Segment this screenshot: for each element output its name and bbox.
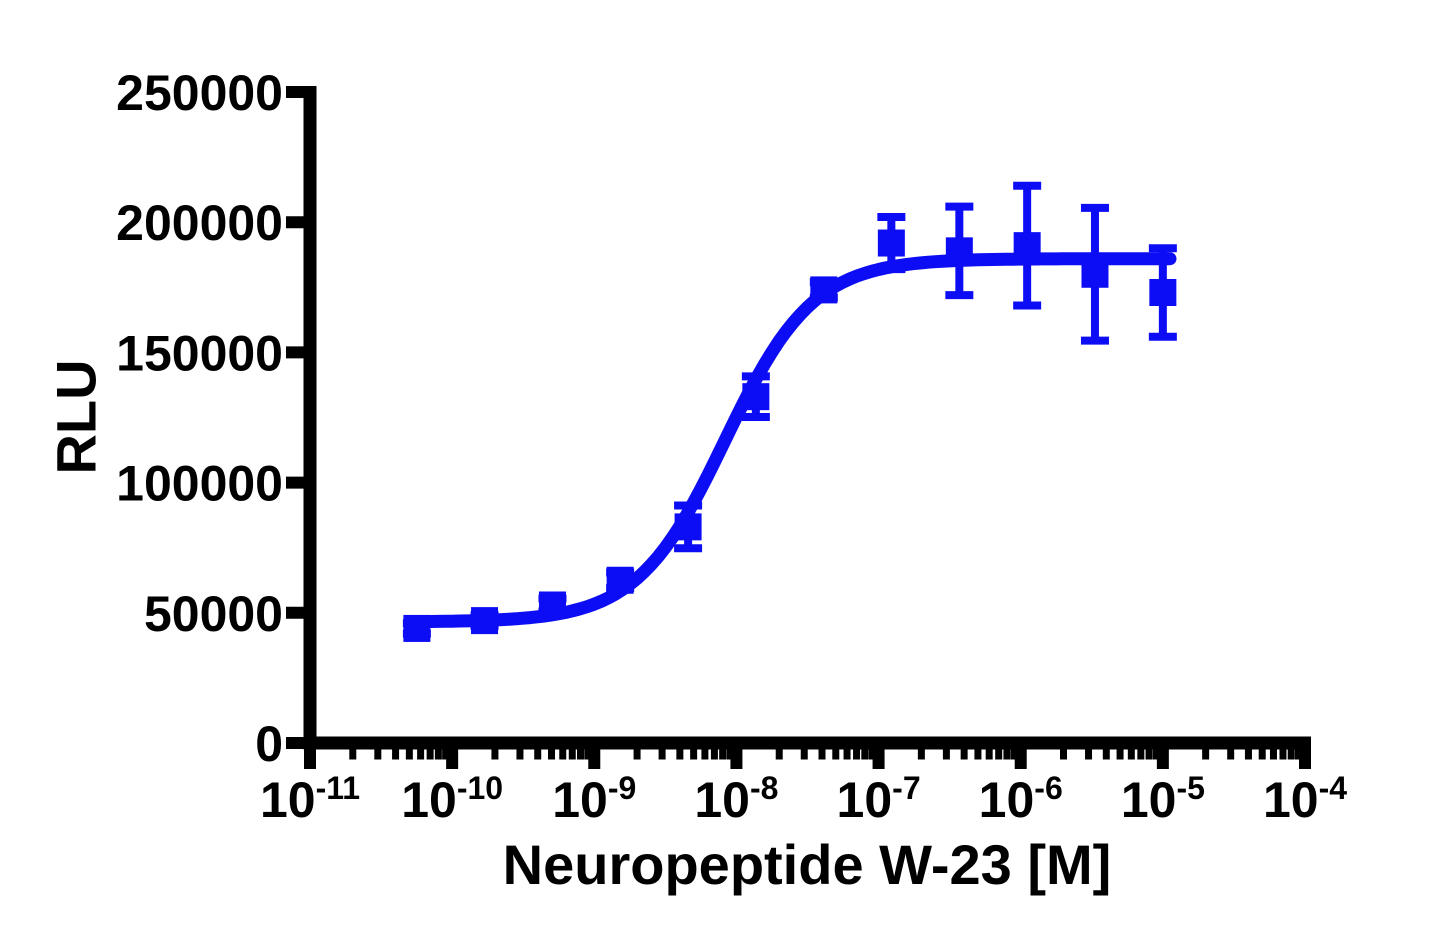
- fit-curve-layer: [403, 252, 1177, 629]
- data-point-marker: [674, 513, 702, 541]
- y-tick-label: 150000: [116, 325, 283, 381]
- fit-curve: [403, 252, 1177, 629]
- data-point-marker: [742, 383, 770, 411]
- x-tick-label: 10-5: [1121, 770, 1205, 828]
- data-point-marker: [810, 276, 838, 304]
- data-points-layer: [403, 229, 1177, 642]
- data-point-marker: [1149, 279, 1177, 307]
- data-point-marker: [538, 591, 566, 619]
- data-point-marker: [1081, 260, 1109, 288]
- x-axis-title: Neuropeptide W-23 [M]: [503, 833, 1112, 896]
- data-point-marker: [877, 229, 905, 257]
- data-point-marker: [403, 614, 431, 642]
- data-point-marker: [471, 607, 499, 635]
- axes: [286, 86, 1311, 769]
- x-tick-label: 10-7: [837, 770, 921, 828]
- y-tick-label: 100000: [116, 456, 283, 512]
- y-axis-title: RLU: [45, 359, 108, 474]
- x-tick-label: 10-6: [979, 770, 1063, 828]
- data-point-marker: [1013, 232, 1041, 260]
- y-tick-label: 50000: [144, 586, 283, 642]
- x-tick-label: 10-9: [552, 770, 636, 828]
- x-tick-label: 10-4: [1263, 770, 1347, 828]
- x-tick-label: 10-10: [401, 770, 503, 828]
- x-tick-label: 10-8: [694, 770, 778, 828]
- tick-labels: 0 50000 100000 150000 200000 250000 10-11 10-10…: [116, 65, 1347, 828]
- data-point-marker: [945, 237, 973, 265]
- y-tick-label: 200000: [116, 195, 283, 251]
- data-point-marker: [606, 566, 634, 594]
- y-tick-label: 250000: [116, 65, 283, 121]
- x-tick-label: 10-11: [260, 770, 360, 828]
- y-tick-label: 0: [255, 716, 283, 772]
